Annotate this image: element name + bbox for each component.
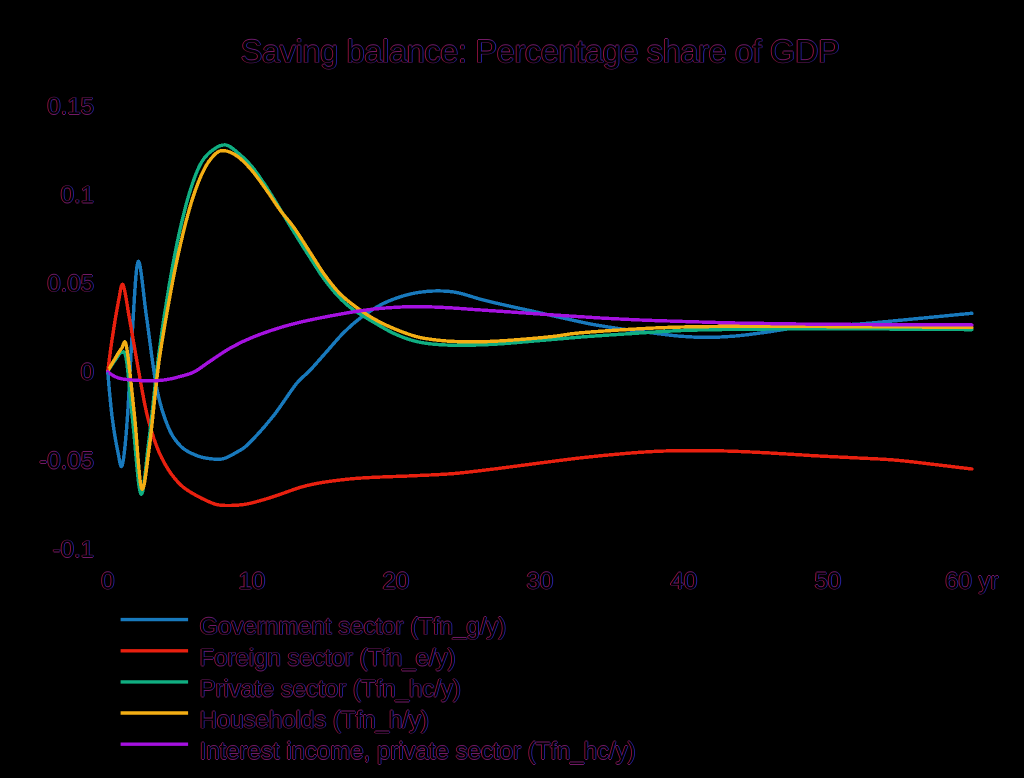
- svg-text:0.15: 0.15: [48, 93, 95, 120]
- svg-text:Foreign sector (Tfn_e/y): Foreign sector (Tfn_e/y): [200, 645, 456, 672]
- svg-text:Saving balance: Percentage sha: Saving balance: Percentage share of GDP: [241, 33, 840, 69]
- svg-text:-0.05: -0.05: [39, 447, 94, 474]
- svg-text:Foreign sector (Tfn_e/y): Foreign sector (Tfn_e/y): [199, 645, 455, 672]
- svg-text:Interest income, private secto: Interest income, private sector (Tfn_hc/…: [200, 739, 636, 766]
- svg-text:Saving balance: Percentage sha: Saving balance: Percentage share of GDP: [241, 33, 840, 69]
- svg-text:Foreign sector (Tfn_e/y): Foreign sector (Tfn_e/y): [200, 645, 456, 672]
- svg-text:0: 0: [102, 568, 115, 595]
- svg-text:-0.05: -0.05: [40, 448, 95, 475]
- svg-text:Private sector (Tfn_hc/y): Private sector (Tfn_hc/y): [200, 677, 461, 704]
- svg-text:Foreign sector (Tfn_e/y): Foreign sector (Tfn_e/y): [200, 644, 456, 671]
- svg-text:30: 30: [526, 569, 553, 596]
- svg-text:Interest income, private secto: Interest income, private sector (Tfn_hc/…: [200, 738, 636, 765]
- svg-text:0: 0: [82, 359, 95, 386]
- svg-text:0: 0: [81, 360, 94, 387]
- svg-text:0.1: 0.1: [62, 182, 95, 209]
- svg-text:20: 20: [382, 568, 409, 595]
- svg-text:10: 10: [238, 568, 265, 595]
- svg-text:10: 10: [238, 569, 265, 596]
- svg-text:-0.05: -0.05: [38, 448, 93, 475]
- svg-text:0.05: 0.05: [47, 271, 94, 298]
- svg-text:50: 50: [814, 567, 841, 594]
- svg-text:Households (Tfn_h/y): Households (Tfn_h/y): [199, 707, 428, 734]
- svg-text:-0.05: -0.05: [39, 448, 94, 475]
- svg-text:Government sector (Tfn_g/y): Government sector (Tfn_g/y): [200, 613, 507, 640]
- svg-text:Households (Tfn_h/y): Households (Tfn_h/y): [200, 706, 429, 733]
- svg-text:0.1: 0.1: [60, 182, 93, 209]
- svg-text:-0.1: -0.1: [53, 537, 94, 564]
- svg-text:-0.1: -0.1: [53, 535, 94, 562]
- svg-text:0.15: 0.15: [47, 92, 94, 119]
- svg-text:0.15: 0.15: [47, 94, 94, 121]
- svg-text:40: 40: [670, 567, 697, 594]
- svg-text:Interest income, private secto: Interest income, private sector (Tfn_hc/…: [200, 737, 636, 764]
- svg-text:Private sector (Tfn_hc/y): Private sector (Tfn_hc/y): [200, 676, 461, 703]
- svg-text:0: 0: [80, 359, 93, 386]
- svg-text:20: 20: [382, 567, 409, 594]
- svg-text:-0.1: -0.1: [52, 536, 93, 563]
- svg-text:0.15: 0.15: [46, 93, 93, 120]
- svg-text:Government sector (Tfn_g/y): Government sector (Tfn_g/y): [199, 613, 506, 640]
- svg-text:0: 0: [100, 568, 113, 595]
- svg-text:Interest income, private secto: Interest income, private sector (Tfn_hc/…: [200, 738, 636, 765]
- svg-text:30: 30: [526, 568, 553, 595]
- svg-text:30: 30: [526, 568, 553, 595]
- svg-text:40: 40: [670, 568, 697, 595]
- svg-text:60 yr: 60 yr: [945, 569, 998, 596]
- svg-text:-0.1: -0.1: [53, 536, 94, 563]
- svg-text:50: 50: [814, 569, 841, 596]
- svg-text:Government sector (Tfn_g/y): Government sector (Tfn_g/y): [200, 614, 507, 641]
- svg-text:50: 50: [815, 568, 842, 595]
- svg-text:0: 0: [101, 569, 114, 596]
- svg-text:0.15: 0.15: [47, 93, 94, 120]
- svg-text:Government sector (Tfn_g/y): Government sector (Tfn_g/y): [200, 613, 507, 640]
- svg-text:10: 10: [239, 568, 266, 595]
- svg-text:-0.05: -0.05: [39, 448, 94, 475]
- svg-text:20: 20: [382, 569, 409, 596]
- svg-text:Households (Tfn_h/y): Households (Tfn_h/y): [200, 707, 429, 734]
- svg-text:Saving balance: Percentage sha: Saving balance: Percentage share of GDP: [241, 33, 840, 69]
- svg-text:Private sector (Tfn_hc/y): Private sector (Tfn_hc/y): [200, 675, 461, 702]
- svg-text:Government sector (Tfn_g/y): Government sector (Tfn_g/y): [200, 613, 507, 640]
- svg-text:Interest income, private secto: Interest income, private sector (Tfn_hc/…: [199, 738, 635, 765]
- svg-text:0.05: 0.05: [48, 270, 95, 297]
- svg-text:20: 20: [382, 568, 409, 595]
- svg-text:60 yr: 60 yr: [944, 568, 997, 595]
- svg-text:40: 40: [670, 568, 697, 595]
- svg-text:Households (Tfn_h/y): Households (Tfn_h/y): [200, 707, 429, 734]
- svg-text:40: 40: [671, 568, 698, 595]
- svg-text:Foreign sector (Tfn_e/y): Foreign sector (Tfn_e/y): [200, 645, 456, 672]
- svg-text:Saving balance: Percentage sha: Saving balance: Percentage share of GDP: [241, 34, 840, 70]
- svg-text:0.1: 0.1: [61, 183, 94, 210]
- svg-text:10: 10: [238, 568, 265, 595]
- svg-text:0.05: 0.05: [47, 270, 94, 297]
- svg-text:10: 10: [238, 567, 265, 594]
- svg-text:50: 50: [814, 568, 841, 595]
- svg-text:0.1: 0.1: [61, 182, 94, 209]
- svg-text:Private sector (Tfn_hc/y): Private sector (Tfn_hc/y): [199, 676, 460, 703]
- svg-text:60 yr: 60 yr: [945, 567, 998, 594]
- svg-text:30: 30: [527, 568, 554, 595]
- svg-text:0.05: 0.05: [47, 270, 94, 297]
- svg-text:Households (Tfn_h/y): Households (Tfn_h/y): [200, 708, 429, 735]
- svg-text:0: 0: [101, 568, 114, 595]
- svg-text:-0.1: -0.1: [54, 536, 95, 563]
- svg-text:0: 0: [81, 359, 94, 386]
- svg-text:40: 40: [670, 569, 697, 596]
- svg-text:60 yr: 60 yr: [946, 568, 999, 595]
- svg-text:Private sector (Tfn_hc/y): Private sector (Tfn_hc/y): [200, 676, 461, 703]
- svg-text:0: 0: [101, 567, 114, 594]
- svg-text:0: 0: [81, 358, 94, 385]
- svg-text:20: 20: [383, 568, 410, 595]
- svg-text:60 yr: 60 yr: [945, 568, 998, 595]
- svg-text:0.1: 0.1: [61, 181, 94, 208]
- svg-text:Saving balance: Percentage sha: Saving balance: Percentage share of GDP: [240, 33, 839, 69]
- svg-text:30: 30: [526, 567, 553, 594]
- svg-text:50: 50: [814, 568, 841, 595]
- svg-text:0.05: 0.05: [46, 270, 93, 297]
